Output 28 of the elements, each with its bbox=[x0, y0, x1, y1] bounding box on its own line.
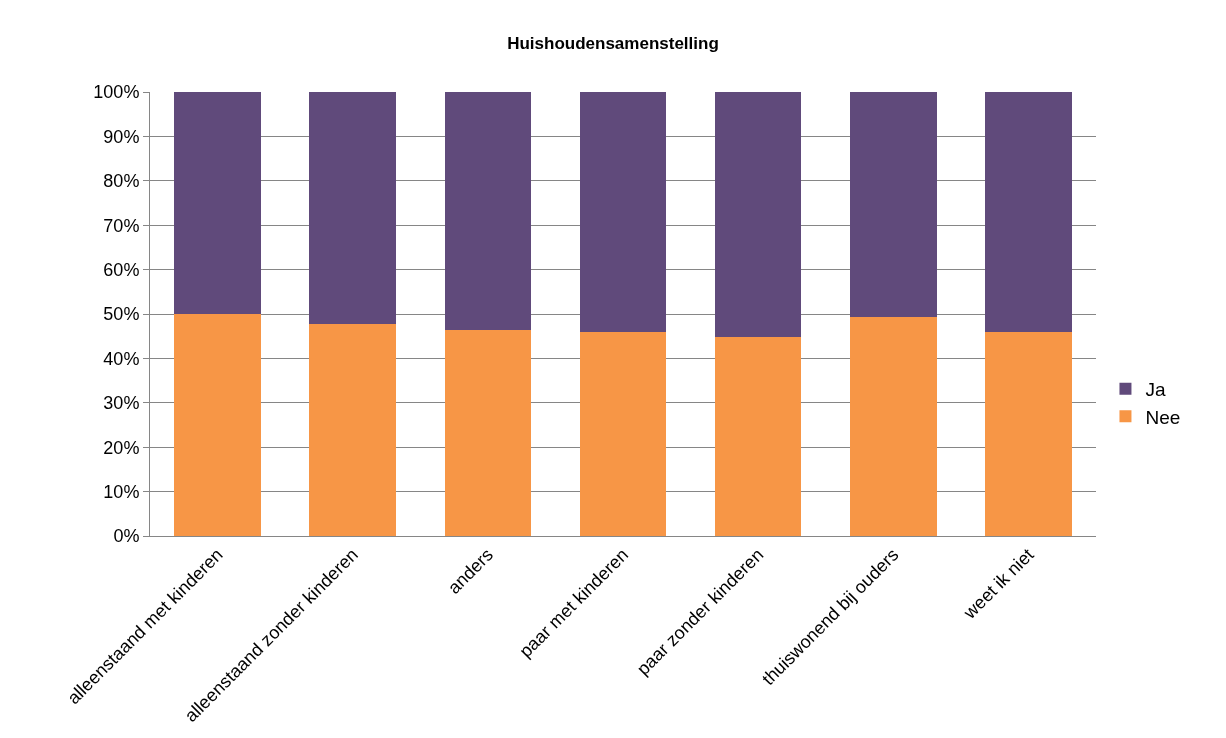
bar bbox=[579, 92, 667, 332]
y-tick-label: 100% bbox=[93, 82, 140, 103]
y-tick-label: 50% bbox=[103, 304, 140, 325]
bar bbox=[985, 92, 1072, 332]
y-tick-label: 70% bbox=[103, 215, 140, 236]
y-tick-label: 40% bbox=[103, 348, 140, 369]
bar bbox=[309, 323, 396, 536]
y-tick-label: 90% bbox=[103, 126, 140, 147]
bar bbox=[579, 331, 667, 536]
y-tick-label: 30% bbox=[103, 393, 140, 414]
legend-label: Ja bbox=[1145, 379, 1166, 401]
y-tick-label: 10% bbox=[103, 481, 140, 502]
y-tick-label: 20% bbox=[103, 437, 140, 458]
bar bbox=[174, 314, 261, 536]
bar bbox=[850, 92, 937, 318]
chart-title: Huishoudensamenstelling bbox=[507, 33, 719, 53]
bar bbox=[309, 92, 396, 324]
bar bbox=[714, 92, 802, 338]
y-tick-label: 80% bbox=[103, 171, 140, 192]
bar bbox=[174, 92, 261, 314]
y-tick-label: 0% bbox=[113, 526, 140, 547]
bar bbox=[985, 331, 1072, 536]
bar bbox=[444, 329, 532, 536]
legend-label: Nee bbox=[1145, 406, 1181, 428]
y-tick-label: 60% bbox=[103, 259, 140, 280]
bar bbox=[850, 317, 937, 536]
bar bbox=[444, 92, 532, 330]
bar bbox=[714, 337, 802, 536]
